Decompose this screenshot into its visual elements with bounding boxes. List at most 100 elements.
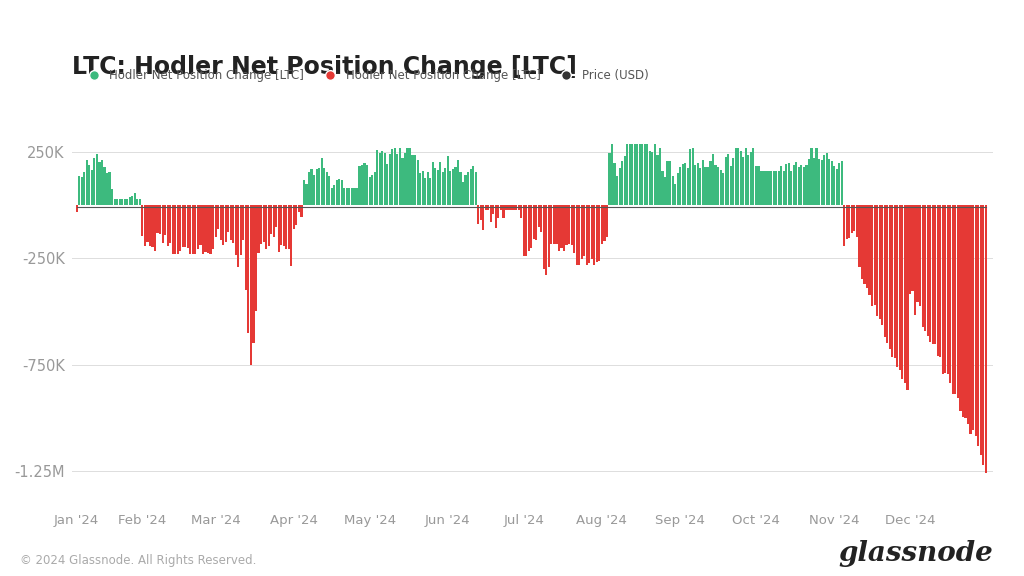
Bar bbox=[727, 154, 729, 205]
Bar bbox=[720, 170, 722, 205]
Bar bbox=[793, 165, 795, 205]
Bar bbox=[911, 205, 913, 291]
Bar bbox=[755, 166, 757, 205]
Bar bbox=[588, 205, 591, 263]
Bar bbox=[527, 205, 529, 251]
Bar bbox=[656, 155, 658, 205]
Bar bbox=[965, 205, 967, 418]
Bar bbox=[901, 205, 903, 378]
Bar bbox=[121, 199, 123, 205]
Bar bbox=[520, 205, 522, 218]
Bar bbox=[174, 205, 176, 254]
Bar bbox=[871, 205, 873, 306]
Bar bbox=[195, 205, 197, 254]
Bar bbox=[629, 143, 631, 205]
Bar bbox=[324, 168, 326, 205]
Bar bbox=[805, 165, 808, 205]
Bar bbox=[701, 160, 703, 205]
Bar bbox=[262, 205, 264, 242]
Bar bbox=[560, 205, 562, 248]
Bar bbox=[227, 205, 229, 232]
Bar bbox=[753, 148, 755, 205]
Bar bbox=[899, 205, 901, 370]
Bar bbox=[498, 205, 500, 218]
Bar bbox=[457, 160, 459, 205]
Bar bbox=[98, 162, 100, 205]
Bar bbox=[217, 205, 219, 229]
Bar bbox=[93, 158, 95, 205]
Bar bbox=[364, 164, 366, 205]
Bar bbox=[573, 205, 575, 253]
Bar bbox=[338, 179, 340, 205]
Bar bbox=[603, 205, 605, 241]
Bar bbox=[394, 148, 396, 205]
Bar bbox=[689, 149, 691, 205]
Bar bbox=[579, 205, 581, 265]
Bar bbox=[248, 205, 250, 333]
Bar bbox=[596, 205, 598, 263]
Bar bbox=[288, 205, 290, 249]
Bar bbox=[634, 143, 636, 205]
Bar bbox=[81, 177, 83, 205]
Bar bbox=[536, 205, 538, 240]
Bar bbox=[677, 173, 679, 205]
Bar bbox=[682, 164, 684, 205]
Bar bbox=[758, 166, 760, 205]
Bar bbox=[172, 205, 174, 254]
Bar bbox=[808, 158, 810, 205]
Bar bbox=[510, 205, 512, 210]
Bar bbox=[584, 205, 586, 256]
Bar bbox=[152, 205, 154, 247]
Bar bbox=[460, 172, 462, 205]
Bar bbox=[886, 205, 888, 343]
Bar bbox=[222, 205, 224, 245]
Bar bbox=[495, 205, 497, 228]
Bar bbox=[124, 199, 126, 205]
Bar bbox=[818, 159, 820, 205]
Bar bbox=[715, 165, 717, 205]
Bar bbox=[114, 199, 116, 205]
Bar bbox=[834, 166, 836, 205]
Bar bbox=[734, 148, 737, 205]
Bar bbox=[293, 205, 295, 229]
Bar bbox=[197, 205, 199, 249]
Bar bbox=[924, 205, 926, 331]
Bar bbox=[532, 205, 535, 239]
Bar bbox=[972, 205, 974, 430]
Bar bbox=[412, 154, 414, 205]
Bar bbox=[186, 205, 188, 248]
Bar bbox=[252, 205, 255, 343]
Bar bbox=[825, 153, 827, 205]
Bar bbox=[224, 205, 226, 242]
Bar bbox=[674, 184, 676, 205]
Bar bbox=[881, 205, 884, 325]
Bar bbox=[624, 156, 626, 205]
Bar bbox=[148, 205, 151, 246]
Bar bbox=[636, 143, 638, 205]
Bar bbox=[179, 205, 181, 251]
Bar bbox=[879, 205, 881, 319]
Bar bbox=[662, 172, 664, 205]
Bar bbox=[381, 151, 383, 205]
Bar bbox=[429, 177, 431, 205]
Bar bbox=[742, 157, 744, 205]
Bar bbox=[570, 205, 572, 245]
Bar bbox=[351, 188, 353, 205]
Bar bbox=[369, 177, 371, 205]
Bar bbox=[858, 205, 860, 267]
Bar bbox=[326, 172, 328, 205]
Bar bbox=[631, 143, 633, 205]
Bar bbox=[386, 164, 388, 205]
Bar bbox=[687, 168, 689, 205]
Bar bbox=[801, 165, 803, 205]
Bar bbox=[371, 175, 373, 205]
Bar bbox=[593, 205, 595, 265]
Bar bbox=[398, 148, 401, 205]
Bar bbox=[705, 166, 707, 205]
Bar bbox=[91, 169, 93, 205]
Bar bbox=[541, 205, 543, 232]
Bar bbox=[877, 205, 879, 316]
Bar bbox=[856, 205, 858, 237]
Bar bbox=[538, 205, 540, 226]
Bar bbox=[441, 172, 444, 205]
